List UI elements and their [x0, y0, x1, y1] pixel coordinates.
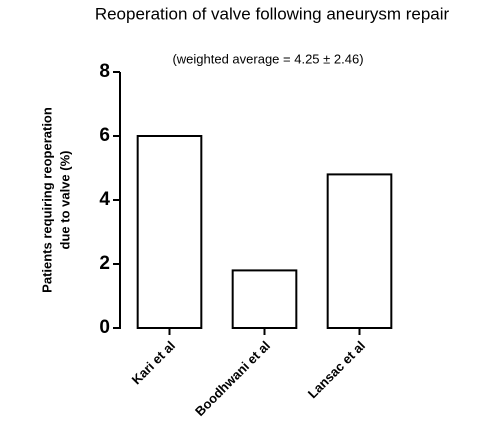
- y-axis-label-line: Patients requiring reoperation: [39, 107, 54, 293]
- bar: [231, 269, 298, 329]
- bar: [326, 173, 393, 329]
- y-tick-label: 8: [99, 61, 110, 82]
- y-axis-label-line: due to valve (%): [57, 151, 72, 250]
- chart-title: Reoperation of valve following aneurysm …: [95, 4, 450, 23]
- y-tick-label: 4: [99, 189, 110, 210]
- y-tick-label: 6: [99, 125, 110, 146]
- x-tick-label: Boodhwani et al: [192, 338, 273, 419]
- y-axis-label: Patients requiring reoperation due to va…: [39, 107, 72, 293]
- y-tick-label: 2: [99, 253, 110, 274]
- y-tick-label: 0: [99, 317, 110, 338]
- bar: [136, 135, 203, 329]
- chart-subtitle: (weighted average = 4.25 ± 2.46): [172, 51, 363, 66]
- x-tick-label: Lansac et al: [305, 338, 368, 401]
- x-tick-label: Kari et al: [129, 338, 178, 387]
